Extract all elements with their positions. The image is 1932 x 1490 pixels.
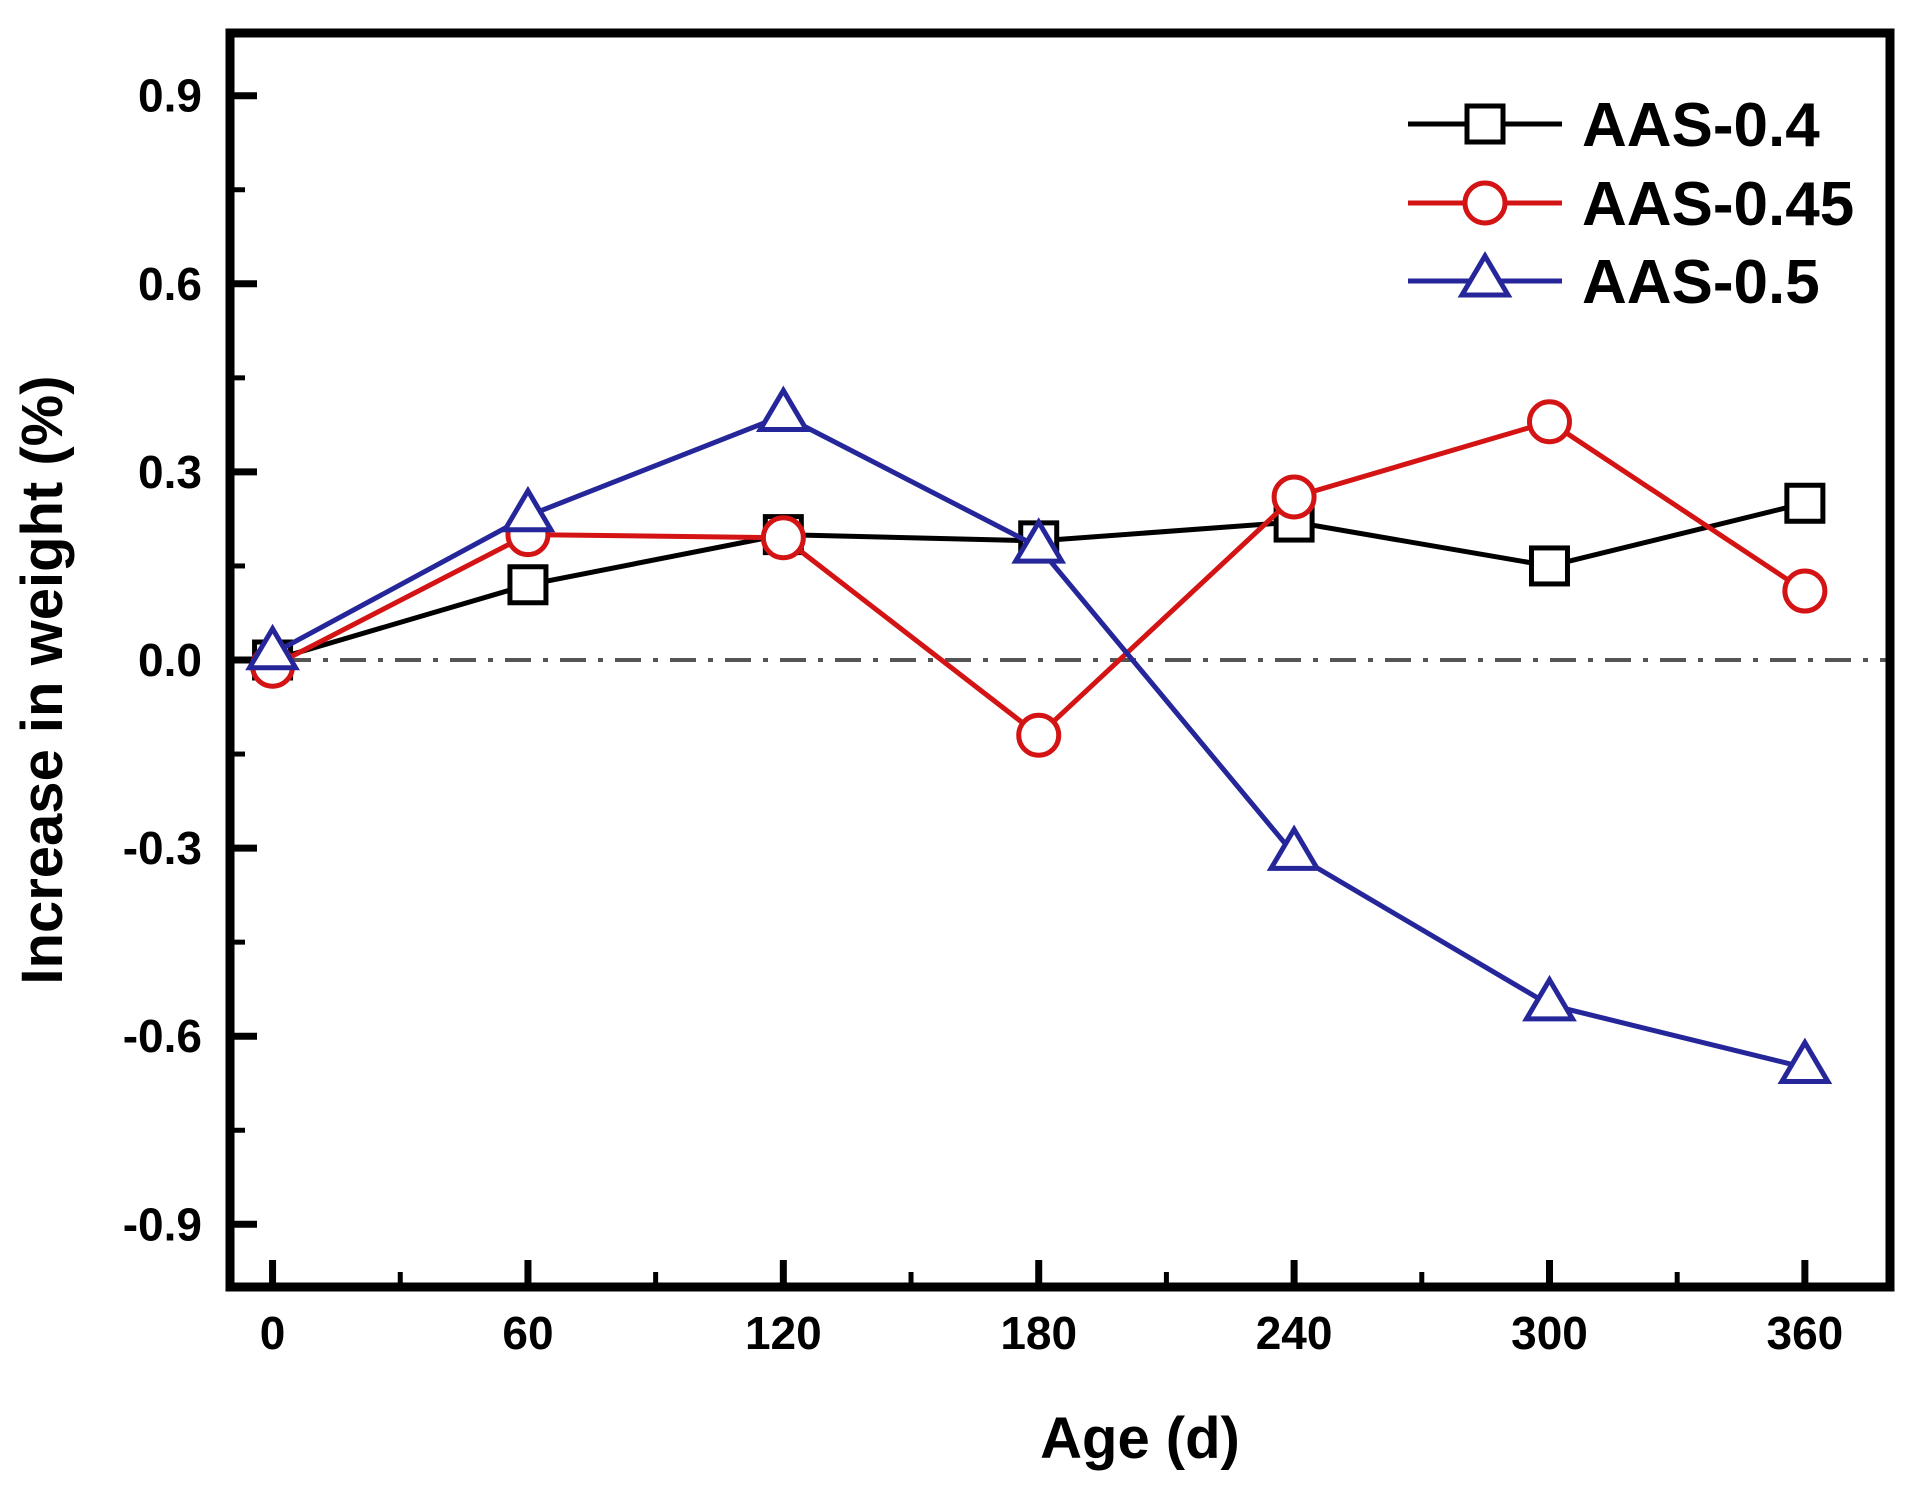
data-point-AAS-0.5 bbox=[1266, 824, 1322, 871]
legend-marker-triangle bbox=[1457, 251, 1513, 298]
y-axis-tick-label: -0.6 bbox=[123, 1010, 202, 1062]
data-point-AAS-0.45 bbox=[1271, 474, 1317, 520]
data-point-AAS-0.4 bbox=[507, 564, 549, 606]
x-axis-tick-label: 360 bbox=[1766, 1307, 1843, 1359]
y-axis-tick-label: 0.0 bbox=[138, 634, 202, 686]
x-axis-tick-label: 300 bbox=[1511, 1307, 1588, 1359]
data-point-AAS-0.45 bbox=[1782, 568, 1828, 614]
data-point-AAS-0.5 bbox=[245, 623, 300, 671]
legend-label: AAS-0.4 bbox=[1582, 91, 1820, 160]
data-point-AAS-0.4 bbox=[1784, 482, 1826, 524]
x-axis-tick-label: 240 bbox=[1256, 1307, 1333, 1359]
legend-label: AAS-0.5 bbox=[1582, 248, 1820, 317]
x-axis-title: Age (d) bbox=[1040, 1406, 1240, 1471]
x-axis-tick-label: 0 bbox=[260, 1307, 286, 1359]
y-axis-tick-label: -0.9 bbox=[123, 1198, 202, 1250]
y-axis-title: Increase in weight (%) bbox=[10, 375, 75, 984]
legend-marker-circle bbox=[1462, 180, 1508, 226]
data-point-AAS-0.45 bbox=[1526, 399, 1572, 445]
legend-marker-square bbox=[1464, 103, 1506, 145]
x-axis-tick-label: 120 bbox=[745, 1307, 822, 1359]
plot-border bbox=[225, 28, 1895, 1292]
x-axis-tick-label: 60 bbox=[502, 1307, 553, 1359]
data-point-AAS-0.5 bbox=[1777, 1037, 1833, 1085]
x-axis-tick-label: 180 bbox=[1000, 1307, 1077, 1359]
legend-label: AAS-0.45 bbox=[1582, 170, 1854, 239]
y-axis-tick-label: -0.3 bbox=[123, 822, 202, 874]
y-axis-tick-label: 0.3 bbox=[138, 446, 202, 498]
data-point-AAS-0.45 bbox=[760, 515, 806, 561]
y-axis-tick-label: 0.9 bbox=[138, 70, 202, 122]
data-point-AAS-0.5 bbox=[755, 385, 811, 432]
y-axis-tick-label: 0.6 bbox=[138, 258, 202, 310]
data-point-AAS-0.5 bbox=[500, 485, 556, 533]
data-point-AAS-0.5 bbox=[1011, 517, 1067, 564]
data-point-AAS-0.4 bbox=[1528, 545, 1570, 587]
data-point-AAS-0.45 bbox=[1016, 712, 1062, 758]
data-point-AAS-0.5 bbox=[1522, 974, 1577, 1022]
